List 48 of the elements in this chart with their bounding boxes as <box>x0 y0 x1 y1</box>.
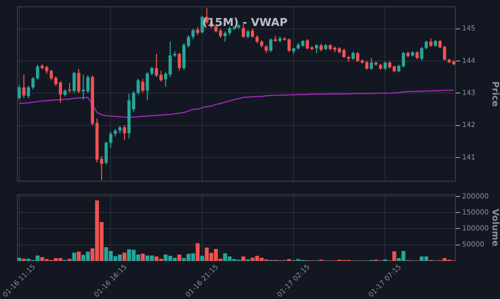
bar <box>177 254 182 261</box>
bar <box>164 254 168 261</box>
candlestick <box>159 70 163 82</box>
bar <box>420 256 424 261</box>
candlestick <box>154 53 158 78</box>
candlestick <box>58 80 62 104</box>
candlestick <box>178 52 181 72</box>
candlestick <box>22 74 26 99</box>
candlestick <box>250 28 254 38</box>
y-axis-title: Price <box>489 81 500 107</box>
bar <box>401 250 406 261</box>
candlestick <box>77 68 80 94</box>
bar <box>140 254 145 261</box>
candlestick <box>442 45 446 61</box>
candlestick <box>370 57 373 70</box>
bar <box>150 256 154 261</box>
bar <box>196 243 200 261</box>
bar <box>241 256 246 261</box>
candlestick <box>191 28 195 40</box>
candlestick <box>146 72 149 101</box>
candlestick <box>109 131 112 148</box>
candlestick <box>36 64 40 80</box>
candlestick <box>26 86 30 99</box>
candlestick <box>31 76 35 90</box>
candlestick <box>420 46 424 61</box>
candlestick <box>104 141 108 166</box>
candlestick <box>218 28 222 38</box>
candlestick <box>342 48 346 58</box>
y-axis-title: Volume <box>489 208 500 246</box>
bar <box>76 252 81 261</box>
bar <box>122 252 126 261</box>
candlestick <box>287 38 291 52</box>
bar <box>104 247 108 261</box>
bar <box>40 257 44 261</box>
bar <box>118 254 122 261</box>
candlestick <box>314 44 318 54</box>
bar <box>424 256 428 261</box>
candlestick <box>72 71 76 94</box>
candlestick <box>269 38 272 52</box>
bar <box>72 252 76 261</box>
candlestick <box>68 82 72 94</box>
candlestick <box>200 15 204 34</box>
candlestick <box>141 78 144 94</box>
candlestick <box>242 23 245 38</box>
candlestick <box>136 78 140 96</box>
candlestick <box>18 84 21 100</box>
bar <box>86 252 90 261</box>
bar <box>223 253 228 261</box>
